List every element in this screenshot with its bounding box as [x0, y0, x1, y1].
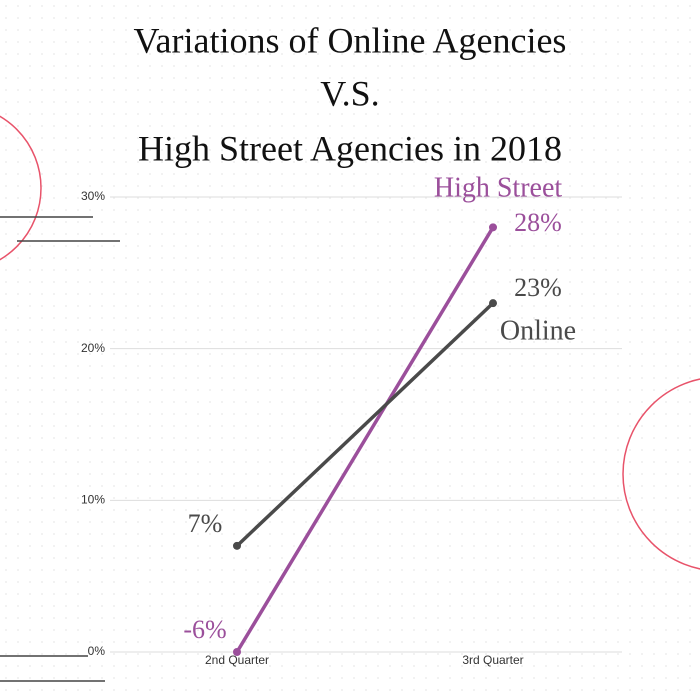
decor-circle	[0, 115, 42, 261]
annotation: -6%	[183, 615, 226, 644]
point	[233, 541, 241, 550]
chart-title: High Street Agencies in 2018	[138, 128, 562, 168]
line	[235, 226, 495, 653]
decor-circle	[622, 378, 700, 570]
x-tick-label: 3rd Quarter	[462, 653, 523, 667]
value-label: 7%	[188, 509, 223, 538]
point	[489, 223, 497, 232]
value-label: 23%	[514, 273, 562, 302]
chart-title: Variations of Online Agencies	[134, 20, 567, 60]
legend-label: High Street	[434, 172, 563, 203]
y-tick-label: 30%	[81, 189, 105, 203]
chart-title: V.S.	[320, 73, 379, 113]
line	[235, 301, 495, 548]
point	[489, 299, 497, 308]
legend-label: Online	[500, 315, 576, 346]
y-tick-label: 0%	[88, 644, 106, 658]
point	[233, 648, 241, 656]
x-tick-label: 2nd Quarter	[205, 653, 269, 667]
value-label: 28%	[514, 208, 562, 237]
y-tick-label: 20%	[81, 341, 105, 355]
y-tick-label: 10%	[81, 493, 105, 507]
